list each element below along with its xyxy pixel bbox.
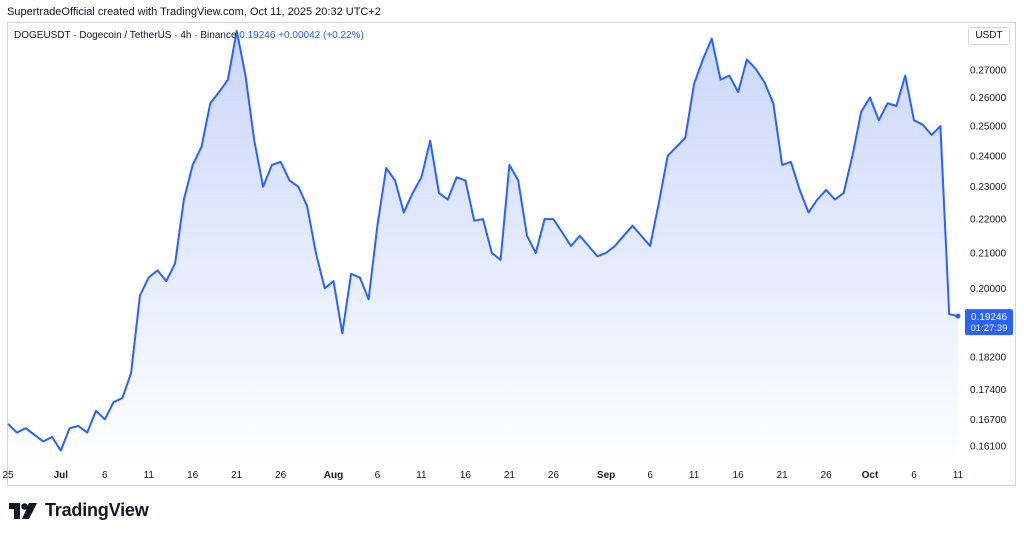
symbol-description: DOGEUSDT · Dogecoin / TetherUS · 4h · Bi… [14, 30, 237, 41]
x-tick-label: 16 [733, 470, 745, 481]
x-tick-label: 11 [416, 470, 427, 481]
series-area [8, 30, 958, 463]
y-tick-label: 0.16100 [970, 442, 1007, 453]
x-tick-label: 6 [102, 470, 108, 481]
x-tick-label: Sep [597, 470, 615, 481]
x-tick-label: 26 [548, 470, 560, 481]
y-tick-label: 0.21000 [970, 248, 1007, 259]
x-tick-label: 21 [777, 470, 789, 481]
x-tick-label: Aug [324, 470, 343, 481]
x-tick-label: 6 [647, 470, 653, 481]
y-tick-label: 0.17400 [970, 385, 1007, 396]
symbol-legend: DOGEUSDT · Dogecoin / TetherUS · 4h · Bi… [14, 30, 364, 41]
chart-frame [7, 22, 1016, 486]
bar-countdown: 01:27:39 [971, 323, 1008, 334]
y-tick-label: 0.20000 [970, 284, 1007, 295]
chart-caption: SupertradeOfficial created with TradingV… [7, 6, 381, 18]
y-tick-label: 0.26000 [970, 93, 1007, 104]
tradingview-logo-icon [9, 502, 37, 519]
x-tick-label: 11 [144, 470, 155, 481]
x-tick-label: 11 [953, 470, 964, 481]
x-tick-label: Oct [862, 470, 879, 481]
x-tick-label: 16 [187, 470, 199, 481]
x-tick-label: 21 [504, 470, 516, 481]
last-point-marker [955, 313, 961, 319]
plot-area [7, 29, 959, 463]
y-tick-label: 0.23000 [970, 182, 1007, 193]
price-axis[interactable]: 0.27000 0.26000 0.25000 0.24000 0.23000 0.220… [970, 66, 1007, 453]
legend-change: +0.00042 (+0.22%) [278, 30, 364, 41]
y-tick-label: 0.18200 [970, 352, 1007, 363]
x-tick-label: 26 [275, 470, 287, 481]
last-price-value: 0.19246 [971, 312, 1008, 323]
x-tick-label: 16 [460, 470, 472, 481]
logo-text: TradingView [45, 500, 149, 520]
y-tick-label: 0.22000 [970, 215, 1007, 226]
last-price-box [965, 309, 1013, 336]
x-tick-label: 25 [2, 470, 14, 481]
x-tick-label: 6 [375, 470, 381, 481]
x-tick-label: 6 [911, 470, 917, 481]
y-tick-label: 0.27000 [970, 66, 1007, 77]
x-tick-label: 21 [231, 470, 243, 481]
x-tick-label: Jul [54, 470, 69, 481]
y-tick-label: 0.16700 [970, 415, 1007, 426]
time-axis[interactable]: 25 Jul 6 11 16 21 26 Aug 6 11 16 21 26 Sep 6 11 16 21 26 Oc… [2, 470, 963, 481]
x-tick-label: 11 [689, 470, 700, 481]
y-tick-label: 0.25000 [970, 122, 1007, 133]
currency-button[interactable]: USDT [968, 27, 1010, 45]
tradingview-logo[interactable]: TradingView [9, 500, 149, 521]
y-tick-label: 0.24000 [970, 151, 1007, 162]
x-tick-label: 26 [821, 470, 833, 481]
legend-price: 0.19246 [239, 30, 276, 41]
